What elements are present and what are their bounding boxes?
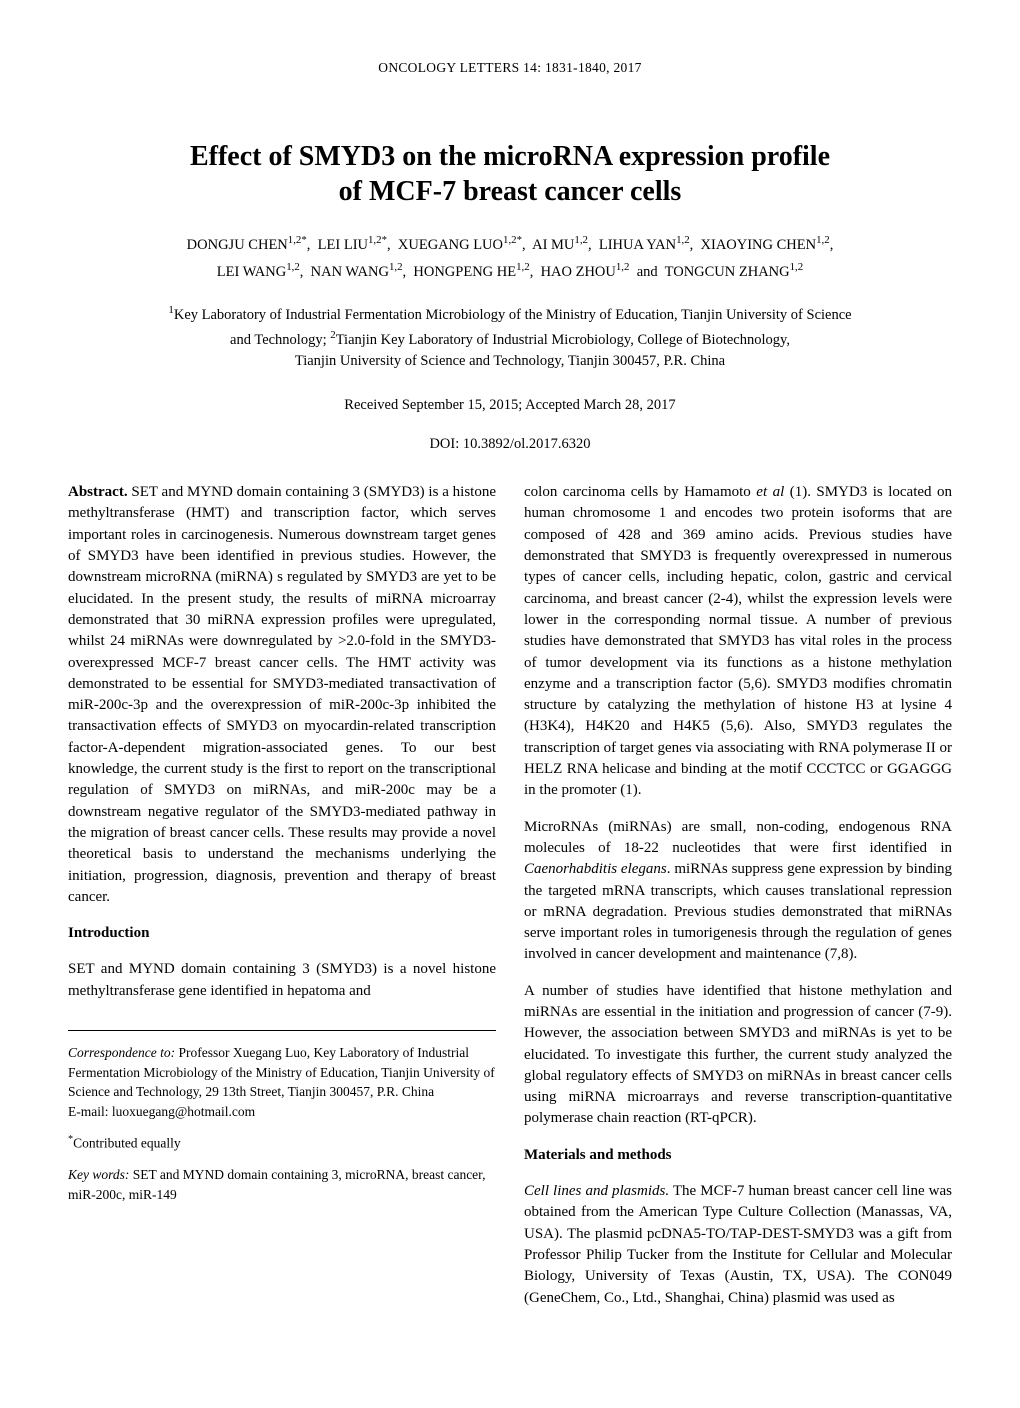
received-accepted: Received September 15, 2015; Accepted Ma…	[68, 395, 952, 416]
abstract-paragraph: Abstract. SET and MYND domain containing…	[68, 482, 496, 908]
author-list: DONGJU CHEN1,2*, LEI LIU1,2*, XUEGANG LU…	[68, 231, 952, 284]
keywords-body: SET and MYND domain containing 3, microR…	[68, 1167, 486, 1202]
introduction-heading: Introduction	[68, 923, 496, 944]
keywords-label: Key words:	[68, 1167, 129, 1182]
title-line-2: of MCF-7 breast cancer cells	[339, 176, 682, 207]
right-paragraph-3: A number of studies have identified that…	[524, 981, 952, 1130]
two-column-body: Abstract. SET and MYND domain containing…	[68, 482, 952, 1309]
correspondence-block: Correspondence to: Professor Xuegang Luo…	[68, 1030, 496, 1204]
affiliations: 1Key Laboratory of Industrial Fermentati…	[68, 302, 952, 373]
right-paragraph-1: colon carcinoma cells by Hamamoto et al …	[524, 482, 952, 801]
correspondence-paragraph: Correspondence to: Professor Xuegang Luo…	[68, 1043, 496, 1121]
right-paragraph-4: Cell lines and plasmids. The MCF-7 human…	[524, 1181, 952, 1309]
abstract-label: Abstract.	[68, 484, 128, 500]
correspondence-label: Correspondence to:	[68, 1045, 175, 1060]
title-line-1: Effect of SMYD3 on the microRNA expressi…	[190, 141, 830, 172]
right-paragraph-2: MicroRNAs (miRNAs) are small, non-coding…	[524, 817, 952, 966]
correspondence-email: E-mail: luoxuegang@hotmail.com	[68, 1104, 255, 1119]
doi: DOI: 10.3892/ol.2017.6320	[68, 434, 952, 455]
journal-header: ONCOLOGY LETTERS 14: 1831-1840, 2017	[68, 58, 952, 77]
intro-paragraph-1: SET and MYND domain containing 3 (SMYD3)…	[68, 959, 496, 1002]
contributed-equally: *Contributed equally	[68, 1133, 496, 1153]
left-column: Abstract. SET and MYND domain containing…	[68, 482, 496, 1309]
article-title: Effect of SMYD3 on the microRNA expressi…	[68, 139, 952, 209]
right-column: colon carcinoma cells by Hamamoto et al …	[524, 482, 952, 1309]
keywords-paragraph: Key words: SET and MYND domain containin…	[68, 1165, 496, 1204]
materials-methods-heading: Materials and methods	[524, 1145, 952, 1166]
abstract-text: SET and MYND domain containing 3 (SMYD3)…	[68, 484, 496, 905]
